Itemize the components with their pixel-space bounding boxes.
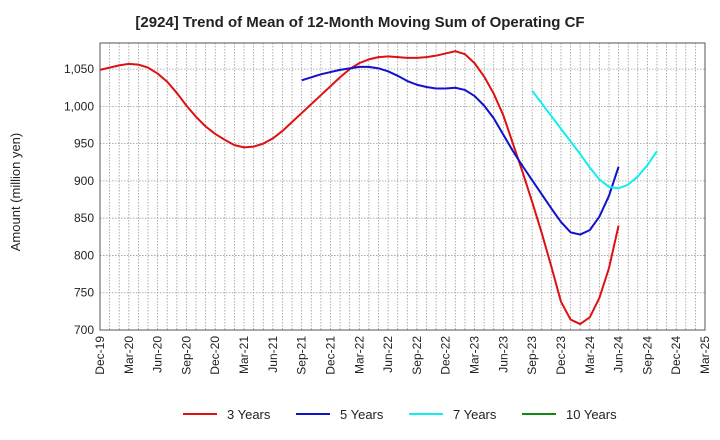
y-tick-label: 1,050 [64,62,94,76]
legend-swatch [522,413,556,415]
legend-item: 5 Years [296,404,383,424]
grid-layer [100,43,705,330]
legend-label: 3 Years [227,406,271,422]
x-tick-label: Sep-22 [410,336,424,375]
legend-swatch [183,413,217,415]
series-line-5-years [301,65,620,236]
series-line-3-years [99,50,620,326]
x-tick-label: Dec-19 [93,336,107,375]
legend-item: 3 Years [183,404,270,424]
x-tick-label: Sep-20 [179,336,193,375]
y-tick-label: 700 [74,323,94,337]
x-tick-label: Dec-20 [208,336,222,375]
x-tick-label: Sep-21 [295,336,309,375]
x-tick-label: Mar-20 [122,336,136,374]
legend-swatch [296,413,330,415]
x-tick-label: Dec-21 [323,336,337,375]
x-tick-label: Mar-24 [583,336,597,374]
tick-layer: 700 750 800 850 900 950 1,000 1,050 Dec-19 Mar-20… [64,62,712,375]
x-tick-label: Mar-25 [698,336,712,374]
legend-item: 10 Years [522,404,617,424]
y-tick-label: 850 [74,211,94,225]
series-layer [99,50,658,326]
legend: 3 Years 5 Years 7 Years 10 Years [0,404,720,424]
legend-swatch [409,413,443,415]
x-tick-label: Jun-22 [381,336,395,373]
y-axis-title: Amount (million yen) [8,133,23,252]
legend-item: 7 Years [409,404,496,424]
x-tick-label: Jun-21 [266,336,280,373]
legend-label: 5 Years [340,406,384,422]
x-tick-label: Jun-20 [151,336,165,373]
x-tick-label: Mar-22 [352,336,366,374]
x-tick-label: Dec-23 [554,336,568,375]
chart-title: [2924] Trend of Mean of 12-Month Moving … [135,14,585,31]
y-tick-label: 800 [74,248,94,262]
y-tick-label: 1,000 [64,99,94,113]
plot-frame [99,42,706,331]
x-tick-label: Dec-22 [439,336,453,375]
x-tick-label: Jun-24 [612,336,626,373]
x-tick-label: Jun-23 [496,336,510,373]
x-tick-label: Sep-24 [640,336,654,375]
x-tick-label: Mar-21 [237,336,251,374]
y-tick-label: 900 [74,174,94,188]
x-tick-label: Mar-23 [468,336,482,374]
y-tick-label: 750 [74,286,94,300]
x-tick-label: Sep-23 [525,336,539,375]
legend-label: 10 Years [566,406,617,422]
series-line-7-years [531,90,658,190]
x-tick-label: Dec-24 [669,336,683,375]
y-tick-label: 950 [74,137,94,151]
legend-label: 7 Years [453,406,497,422]
